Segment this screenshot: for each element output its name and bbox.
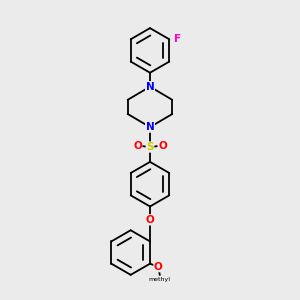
Text: methyl: methyl	[149, 278, 171, 282]
Text: O: O	[146, 215, 154, 225]
Text: N: N	[146, 122, 154, 132]
Text: O: O	[158, 140, 167, 151]
Text: F: F	[174, 34, 181, 44]
Text: S: S	[146, 142, 154, 152]
Text: O: O	[154, 262, 163, 272]
Text: N: N	[146, 82, 154, 92]
Text: O: O	[133, 140, 142, 151]
